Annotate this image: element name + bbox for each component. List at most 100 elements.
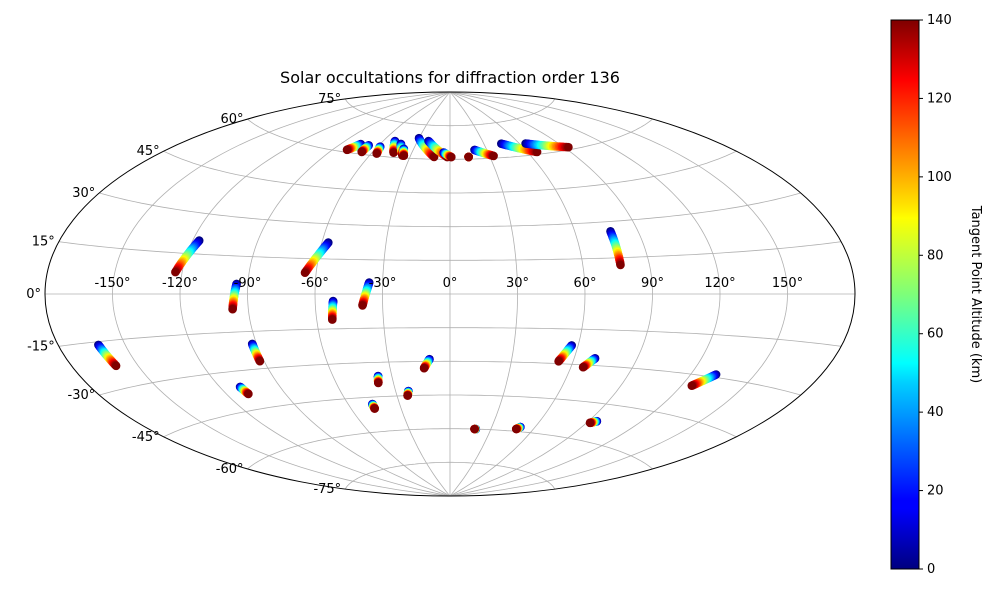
- colorbar-tick-label: 40: [927, 405, 944, 420]
- data-point: [532, 147, 542, 157]
- occultation-track: [554, 341, 576, 366]
- longitude-tick-label: 120°: [704, 276, 735, 291]
- occultation-track: [342, 139, 366, 155]
- colorbar-tick-label: 60: [927, 327, 944, 342]
- graticule: [45, 91, 855, 497]
- parallel-line: [247, 428, 653, 470]
- data-point: [111, 361, 121, 371]
- latitude-tick-label: 75°: [318, 92, 341, 107]
- data-point: [403, 391, 412, 400]
- data-point: [370, 404, 380, 413]
- colorbar-tick-label: 100: [927, 170, 952, 185]
- parallel-line: [99, 192, 801, 228]
- data-point: [255, 356, 265, 366]
- occultation-track: [357, 141, 374, 157]
- occultation-track: [328, 296, 338, 324]
- parallel-line: [163, 394, 737, 438]
- occultation-track: [606, 227, 625, 270]
- colorbar-gradient: [890, 19, 920, 570]
- data-point: [578, 362, 588, 372]
- latitude-tick-label: 30°: [72, 186, 95, 201]
- data-point: [687, 381, 697, 391]
- occultation-track: [171, 236, 204, 277]
- occultation-track: [373, 371, 383, 388]
- colorbar-tick-label: 140: [927, 13, 952, 28]
- latitude-tick-label: -45°: [132, 430, 160, 445]
- occultation-track: [372, 142, 385, 158]
- map-boundary: [44, 91, 856, 497]
- occultation-track: [578, 354, 600, 372]
- longitude-tick-label: -150°: [94, 276, 130, 291]
- data-point: [419, 363, 429, 373]
- colorbar: 0 20 40 60 80 100 120 140 Tangent Point Altitud…: [890, 13, 983, 577]
- occultation-track: [94, 340, 121, 371]
- data-point: [564, 142, 573, 152]
- longitude-tick-label: -120°: [162, 276, 198, 291]
- data-point: [616, 260, 625, 270]
- occultation-track: [687, 370, 721, 391]
- colorbar-label: Tangent Point Altitude (km): [968, 205, 983, 383]
- data-point: [358, 301, 367, 310]
- data-point: [447, 152, 456, 162]
- data-point: [244, 389, 253, 399]
- occultation-track: [403, 386, 413, 400]
- longitude-tick-label: 30°: [506, 276, 529, 291]
- data-point: [470, 424, 479, 434]
- data-point: [464, 152, 473, 162]
- latitude-tick-label: 45°: [137, 144, 160, 159]
- colorbar-ticks: 0 20 40 60 80 100 120 140: [919, 13, 952, 577]
- longitude-tick-label: 150°: [772, 276, 803, 291]
- parallel-line: [344, 98, 556, 127]
- data-point: [511, 424, 521, 434]
- occultation-track: [470, 424, 481, 434]
- longitude-tick-label: 0°: [443, 276, 458, 291]
- occultation-track: [228, 279, 241, 314]
- occultation-track: [235, 382, 253, 399]
- occultation-track: [585, 416, 602, 428]
- data-point: [554, 357, 563, 366]
- occultation-track: [419, 354, 434, 373]
- data-points: [94, 133, 721, 434]
- data-point: [342, 145, 352, 155]
- data-point: [328, 315, 337, 324]
- occultation-track: [464, 152, 473, 162]
- occultation-track: [470, 145, 498, 161]
- data-point: [389, 148, 398, 157]
- data-point: [300, 268, 310, 278]
- longitude-tick-label: -30°: [369, 276, 397, 291]
- longitude-tick-labels: -150° -120° -90° -60° -30° 0° 30° 60° 90° 120° 150…: [94, 276, 803, 291]
- latitude-tick-label: 60°: [220, 112, 243, 127]
- data-point: [357, 147, 367, 157]
- data-point: [171, 267, 180, 277]
- latitude-tick-labels: -75° -60° -45° -30° -15° 0° 15° 30° 45° 60° 75°: [26, 92, 341, 497]
- latitude-tick-label: -60°: [216, 462, 244, 477]
- occultation-track: [358, 278, 374, 310]
- occultation-track: [399, 144, 409, 160]
- latitude-tick-label: -30°: [68, 388, 96, 403]
- colorbar-tick-label: 120: [927, 91, 952, 106]
- parallel-line: [344, 461, 556, 490]
- colorbar-tick-label: 20: [927, 484, 944, 499]
- latitude-tick-label: -75°: [313, 482, 341, 497]
- latitude-tick-label: -15°: [27, 339, 55, 354]
- longitude-tick-label: 90°: [641, 276, 664, 291]
- data-point: [489, 151, 498, 161]
- latitude-tick-label: 15°: [32, 235, 55, 250]
- data-point: [374, 378, 383, 388]
- data-point: [228, 304, 237, 314]
- occultation-track: [521, 139, 573, 152]
- parallel-line: [163, 150, 737, 194]
- colorbar-tick-label: 0: [927, 562, 935, 577]
- occultation-track: [300, 238, 333, 278]
- data-point: [372, 149, 382, 158]
- chart-title: Solar occultations for diffraction order…: [280, 68, 620, 87]
- parallel-line: [58, 327, 842, 347]
- occultation-track: [439, 148, 456, 162]
- data-point: [429, 152, 439, 162]
- longitude-tick-label: -90°: [234, 276, 262, 291]
- data-point: [585, 418, 595, 428]
- occultation-track: [247, 339, 265, 366]
- data-point: [399, 151, 409, 160]
- longitude-tick-label: 60°: [573, 276, 596, 291]
